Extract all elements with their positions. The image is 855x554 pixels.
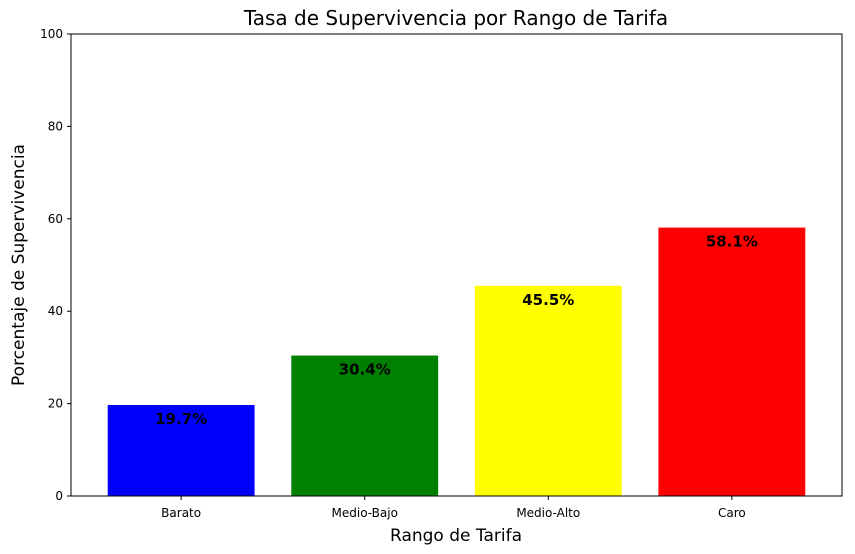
y-tick-label: 40	[48, 304, 63, 318]
x-tick-label: Barato	[161, 506, 201, 520]
y-axis-label: Porcentaje de Supervivencia	[9, 144, 29, 386]
x-axis-label: Rango de Tarifa	[390, 526, 522, 546]
data-label-medio-alto: 45.5%	[522, 291, 574, 309]
chart-title: Tasa de Supervivencia por Rango de Tarif…	[243, 6, 668, 30]
bar-medio-alto	[474, 285, 622, 496]
plot-area: 19.7% 30.4% 45.5% 58.1% 0 20 40 60 80 100 Barato Me…	[40, 27, 843, 520]
y-tick-label: 0	[55, 489, 63, 503]
x-tick-label: Medio-Bajo	[332, 506, 398, 520]
plot-frame	[70, 33, 843, 497]
bar-barato	[107, 404, 255, 496]
y-tick-label: 100	[40, 27, 63, 41]
x-tick-label: Caro	[718, 506, 746, 520]
data-label-barato: 19.7%	[155, 410, 207, 428]
data-label-caro: 58.1%	[706, 233, 758, 251]
y-tick-label: 20	[48, 397, 63, 411]
x-tick-label: Medio-Alto	[516, 506, 580, 520]
y-tick-label: 80	[48, 119, 63, 133]
bar-medio-bajo	[291, 355, 439, 496]
data-label-medio-bajo: 30.4%	[339, 361, 391, 379]
bar-caro	[658, 227, 806, 496]
y-tick-label: 60	[48, 212, 63, 226]
